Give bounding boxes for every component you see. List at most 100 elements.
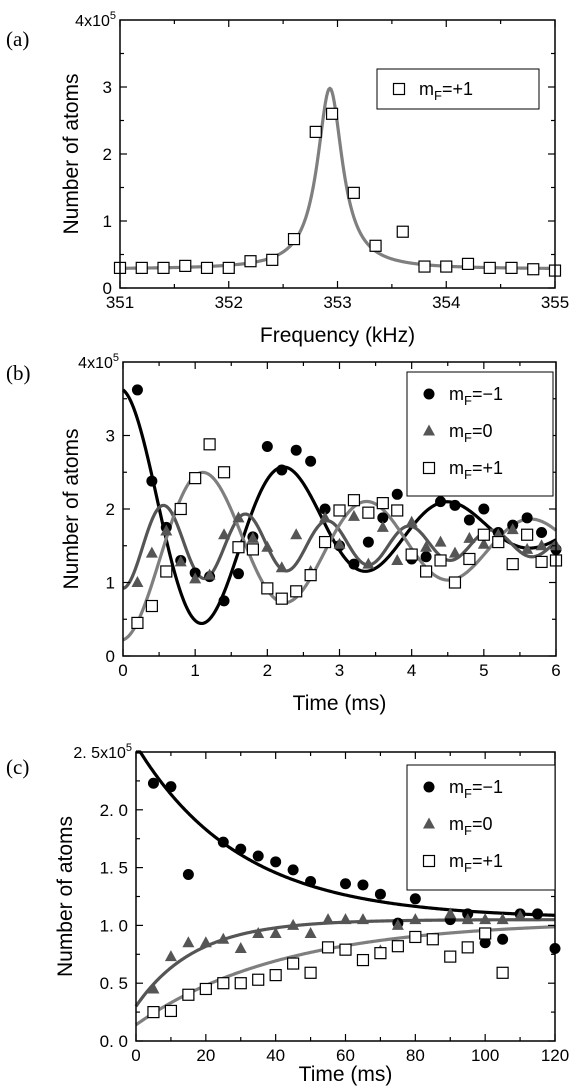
x-tick-label: 355	[541, 293, 569, 312]
legend-label-subscript: F	[464, 786, 472, 801]
data-point-series-2	[174, 555, 187, 567]
data-point-series-1	[165, 781, 177, 793]
legend-label-subscript: F	[464, 823, 472, 838]
x-tick-label: 351	[106, 293, 134, 312]
data-point-series-2	[409, 913, 422, 925]
legend-marker-series-2	[423, 817, 435, 829]
y-tick-label: 1. 5	[100, 859, 128, 878]
data-point-series-1	[478, 503, 490, 515]
data-point-series-3	[246, 543, 259, 556]
y-tick-label: 2	[103, 145, 112, 164]
data-point-series-1	[362, 536, 374, 548]
y-multiplier-exponent: 5	[113, 352, 119, 364]
data-point-series-1	[449, 499, 461, 511]
data-point-series-3	[506, 558, 519, 571]
data-point-series-1	[357, 879, 369, 891]
data-point-series-1	[347, 186, 360, 199]
data-point-series-3	[164, 1004, 178, 1018]
data-point-series-2	[160, 524, 173, 536]
data-point-series-1	[374, 888, 386, 900]
data-point-series-3	[376, 497, 389, 510]
data-point-series-1	[131, 384, 143, 396]
data-point-series-1	[182, 869, 194, 881]
fit-curve-2	[134, 918, 556, 1008]
x-tick-label: 4	[407, 661, 416, 680]
data-point-series-2	[252, 926, 265, 938]
data-point-series-1	[232, 568, 244, 580]
data-point-series-1	[305, 455, 317, 467]
data-point-series-3	[426, 933, 439, 946]
data-point-series-1	[461, 257, 475, 270]
data-point-series-3	[477, 528, 490, 541]
data-point-series-2	[463, 531, 476, 543]
data-point-series-2	[362, 557, 375, 569]
y-tick-label: 0	[103, 279, 112, 298]
y-tick-label: 0	[106, 647, 115, 666]
data-point-series-1	[340, 878, 351, 890]
data-point-series-1	[270, 856, 282, 868]
plot-frame	[119, 19, 556, 289]
y-tick-label: 3	[103, 78, 112, 97]
data-point-series-1	[305, 875, 317, 887]
data-point-series-3	[391, 940, 404, 953]
y-multiplier-label: 4x105	[78, 352, 119, 372]
data-point-series-3	[347, 494, 361, 507]
x-tick-label: 6	[551, 661, 560, 680]
y-tick-label: 0. 5	[100, 974, 128, 993]
y-tick-label: 1	[106, 574, 115, 593]
data-point-series-1	[135, 261, 148, 274]
data-point-series-1	[463, 514, 475, 526]
legend-marker-series-2	[423, 424, 435, 436]
data-point-series-3	[463, 552, 476, 566]
data-point-series-3	[189, 472, 202, 485]
data-point-series-3	[160, 565, 173, 578]
data-point-series-1	[222, 261, 235, 274]
data-point-series-2	[506, 523, 519, 535]
data-point-series-3	[304, 569, 317, 582]
data-point-series-2	[234, 942, 247, 954]
data-point-series-1	[505, 261, 518, 274]
x-axis-title: Time (ms)	[293, 692, 387, 715]
x-axis-title: Time (ms)	[299, 1063, 393, 1086]
data-point-series-3	[217, 466, 231, 479]
data-point-series-1	[521, 512, 533, 524]
data-point-series-3	[287, 957, 300, 970]
fit-curve-1	[119, 86, 556, 271]
data-point-series-3	[434, 554, 447, 567]
data-point-series-2	[275, 561, 288, 573]
data-point-series-2	[376, 520, 389, 532]
legend-marker-series-1	[392, 82, 406, 96]
y-multiplier-label: 2. 5x105	[73, 742, 132, 762]
data-point-series-2	[217, 932, 230, 944]
x-tick-label: 3	[335, 661, 344, 680]
data-point-series-2	[232, 511, 245, 523]
x-tick-label: 2	[263, 661, 272, 680]
legend-label-subscript: F	[464, 393, 472, 408]
legend-label-suffix: =+1	[472, 458, 503, 478]
legend-label-suffix: =0	[472, 421, 493, 441]
data-point-series-3	[405, 548, 418, 561]
data-point-series-2	[333, 537, 346, 549]
legend-marker-series-3	[422, 854, 436, 868]
data-point-series-1	[377, 512, 389, 524]
data-point-series-1	[497, 933, 509, 945]
legend-label-suffix: =+1	[472, 851, 503, 871]
data-point-series-1	[435, 496, 447, 508]
data-point-series-2	[521, 542, 534, 554]
data-point-series-3	[409, 930, 422, 944]
data-point-series-2	[304, 926, 317, 938]
data-point-series-2	[319, 511, 332, 523]
data-point-series-1	[261, 441, 273, 453]
data-point-series-3	[261, 582, 274, 595]
data-point-series-3	[290, 585, 303, 598]
data-point-series-1	[420, 551, 432, 563]
data-point-series-2	[496, 913, 509, 925]
data-point-series-1	[319, 503, 331, 515]
data-point-series-2	[356, 913, 369, 925]
data-point-series-1	[391, 488, 403, 500]
y-tick-label: 3	[106, 427, 115, 446]
legend-marker-series-3	[422, 461, 436, 475]
y-axis-title: Number of atoms	[60, 428, 83, 589]
data-point-series-2	[535, 539, 548, 551]
x-tick-label: 353	[323, 293, 351, 312]
